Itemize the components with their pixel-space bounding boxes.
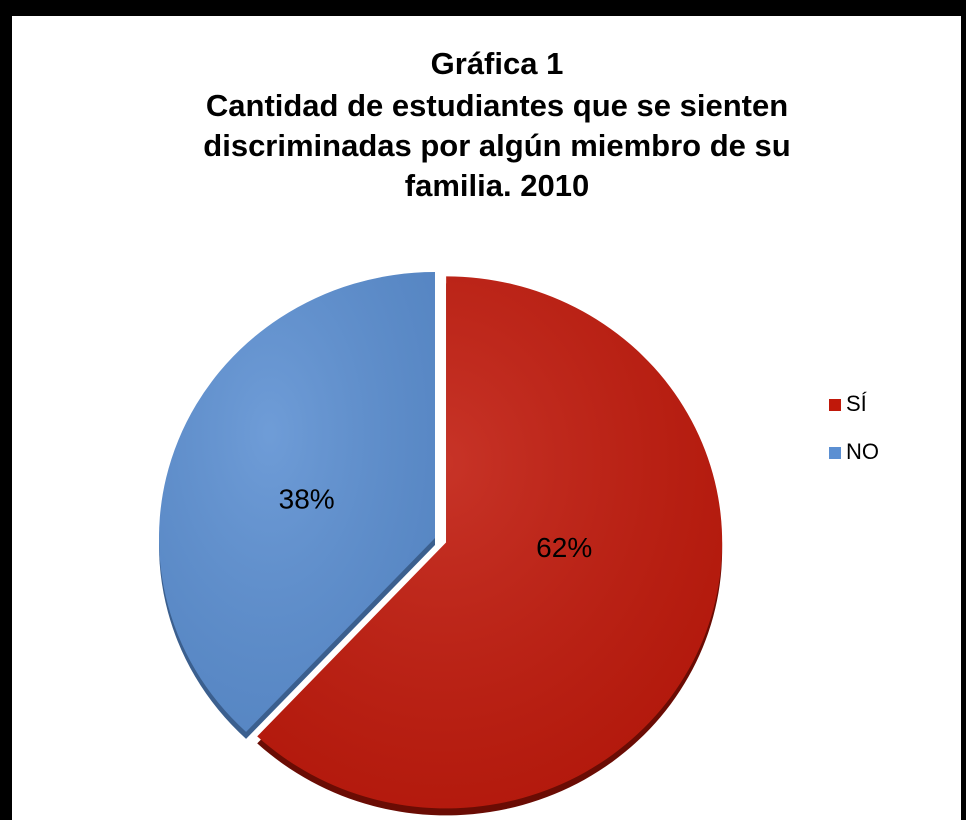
slice-shade <box>159 272 435 732</box>
frame-top <box>0 0 966 16</box>
title-line: familia. 2010 <box>405 168 589 203</box>
frame-right <box>961 0 966 820</box>
legend-label: SÍ <box>846 391 868 416</box>
title-line: discriminadas por algún miembro de su <box>203 128 790 163</box>
legend-swatch <box>829 399 841 411</box>
legend-label: NO <box>846 439 879 464</box>
value-label: 62% <box>536 532 592 563</box>
value-label: 38% <box>279 483 335 514</box>
chart-title: Gráfica 1 Cantidad de estudiantes que se … <box>203 46 790 203</box>
frame-left <box>0 0 12 820</box>
slice-shade <box>257 276 723 809</box>
title-line: Cantidad de estudiantes que se sienten <box>206 88 788 123</box>
legend-swatch <box>829 447 841 459</box>
title-line: Gráfica 1 <box>431 46 564 81</box>
